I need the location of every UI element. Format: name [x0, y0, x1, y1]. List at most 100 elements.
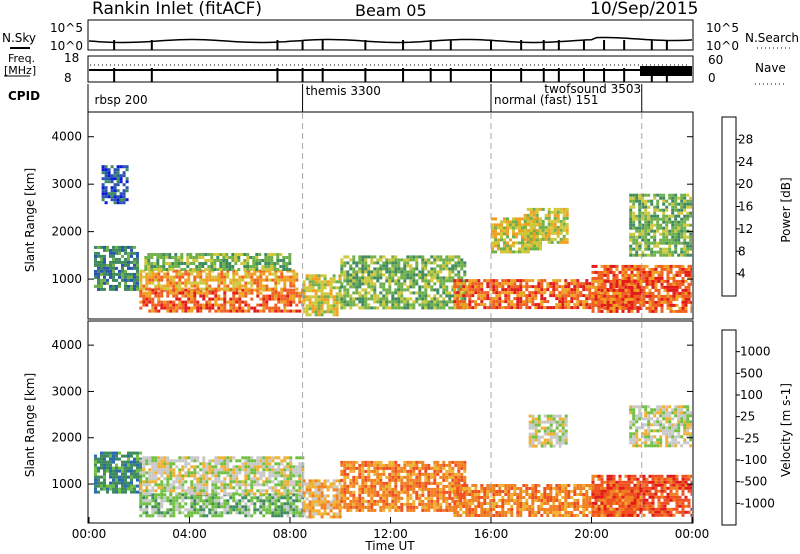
data-cell	[668, 250, 672, 254]
data-cell	[283, 284, 287, 288]
data-cell	[292, 272, 296, 276]
data-cell	[507, 288, 511, 292]
data-cell	[474, 279, 478, 283]
data-cell	[122, 192, 126, 196]
data-cell	[329, 289, 333, 293]
data-cell	[286, 511, 290, 515]
data-cell	[636, 297, 640, 301]
data-cell	[681, 282, 685, 286]
data-cell	[205, 514, 209, 518]
data-cell	[645, 270, 649, 274]
data-cell	[675, 279, 679, 283]
data-cell	[109, 287, 112, 291]
data-cell	[172, 459, 176, 463]
data-cell	[118, 481, 121, 485]
data-cell	[151, 278, 155, 282]
data-cell	[211, 514, 215, 518]
data-cell	[238, 511, 242, 515]
data-cell	[332, 515, 336, 519]
data-cell	[527, 247, 530, 251]
data-cell	[600, 282, 604, 286]
data-cell	[151, 514, 155, 518]
data-cell	[214, 287, 218, 291]
data-cell	[214, 309, 218, 313]
data-cell	[379, 478, 383, 482]
data-cell	[163, 511, 167, 515]
data-cell	[115, 272, 118, 276]
data-cell	[150, 265, 154, 268]
data-cell	[615, 279, 619, 283]
data-cell	[249, 268, 253, 271]
data-cell	[208, 465, 212, 469]
data-cell	[166, 499, 170, 503]
data-cell	[562, 240, 566, 244]
data-cell	[265, 499, 269, 503]
data-cell	[397, 258, 401, 262]
data-cell	[624, 306, 628, 310]
nsky-trace	[88, 36, 693, 44]
data-cell	[669, 264, 673, 268]
data-cell	[211, 499, 215, 503]
data-cell	[442, 297, 446, 301]
data-cell	[262, 471, 266, 475]
data-cell	[650, 199, 654, 203]
data-cell	[376, 472, 380, 476]
data-cell	[178, 492, 182, 496]
data-cell	[308, 307, 312, 311]
data-cell	[235, 281, 239, 285]
data-cell	[286, 514, 290, 518]
data-cell	[660, 294, 664, 298]
data-cell	[175, 275, 179, 279]
data-cell	[219, 268, 223, 271]
data-cell	[271, 465, 275, 469]
data-cell	[97, 263, 100, 267]
data-cell	[148, 281, 152, 285]
data-cell	[187, 291, 191, 295]
data-cell	[100, 454, 103, 458]
data-cell	[638, 205, 642, 209]
data-cell	[94, 263, 97, 267]
data-cell	[169, 278, 173, 282]
data-cell	[244, 291, 248, 295]
data-cell	[663, 264, 667, 268]
data-cell	[250, 456, 254, 460]
data-cell	[280, 278, 284, 282]
data-cell	[492, 282, 496, 286]
data-cell	[250, 486, 254, 490]
data-cell	[659, 232, 663, 236]
data-cell	[647, 211, 651, 215]
data-cell	[373, 291, 377, 295]
data-cell	[283, 306, 287, 310]
data-cell	[286, 297, 290, 301]
data-cell	[543, 306, 547, 310]
data-cell	[648, 294, 652, 298]
data-cell	[295, 505, 299, 509]
data-cell	[683, 214, 687, 218]
data-cell	[606, 294, 610, 298]
data-cell	[234, 253, 238, 256]
data-cell	[235, 300, 239, 304]
data-cell	[642, 303, 646, 307]
data-cell	[343, 499, 347, 503]
data-cell	[540, 285, 544, 289]
data-cell	[639, 288, 643, 292]
data-cell	[162, 262, 166, 265]
data-cell	[250, 492, 254, 496]
data-cell	[559, 237, 563, 241]
data-cell	[373, 469, 377, 473]
data-cell	[97, 460, 100, 464]
data-cell	[669, 306, 673, 310]
data-cell	[686, 211, 690, 215]
data-cell	[289, 474, 293, 478]
data-cell	[364, 279, 368, 283]
data-cell	[198, 268, 202, 271]
data-cell	[189, 256, 193, 259]
data-cell	[547, 207, 551, 211]
data-cell	[448, 261, 452, 265]
data-cell	[361, 496, 365, 500]
data-cell	[385, 258, 389, 262]
data-cell	[412, 270, 416, 274]
data-cell	[638, 199, 642, 203]
data-cell	[522, 294, 526, 298]
data-cell	[305, 298, 309, 302]
